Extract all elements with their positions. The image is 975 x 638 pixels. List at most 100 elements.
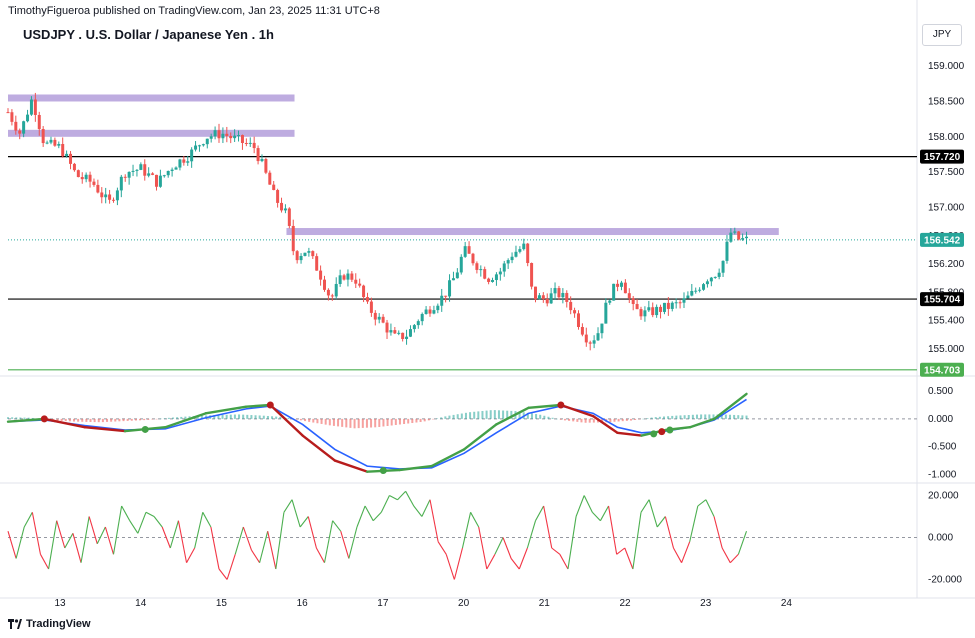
- last-price-badge: [920, 232, 964, 247]
- oscillator-segment: [405, 491, 415, 507]
- macd-histogram-bar: [238, 414, 241, 419]
- macd-histogram-bar: [493, 410, 496, 419]
- oscillator-segment: [518, 547, 528, 570]
- candle-body: [580, 326, 584, 335]
- tradingview-brand[interactable]: TradingView: [8, 618, 91, 630]
- currency-button[interactable]: JPY: [922, 24, 962, 46]
- macd-histogram-bar: [411, 418, 414, 424]
- macd-histogram-bar: [646, 418, 649, 419]
- macd-histogram-bar: [667, 416, 670, 419]
- macd-line-segment: [244, 403, 272, 408]
- candle-body: [576, 313, 580, 327]
- candle-body: [69, 153, 73, 164]
- candle-body: [127, 171, 131, 178]
- candle-body: [561, 292, 565, 298]
- candle-body: [18, 130, 22, 134]
- price-tick-label: 158.500: [928, 97, 965, 108]
- candle-body: [209, 136, 213, 139]
- candle-body: [686, 295, 690, 299]
- oscillator-segment: [664, 516, 675, 549]
- candle-body: [358, 283, 362, 286]
- macd-histogram-bar: [337, 418, 340, 427]
- oscillator-segment: [453, 547, 463, 580]
- macd-histogram-bar: [7, 417, 9, 419]
- oscillator-segment: [15, 526, 25, 559]
- candle-body: [385, 322, 389, 333]
- candle-body: [569, 301, 573, 311]
- candle-body: [139, 164, 143, 170]
- oscillator-segment: [705, 499, 715, 517]
- macd-histogram-bar: [118, 418, 121, 422]
- macd-histogram-bar: [444, 416, 447, 419]
- oscillator-segment: [591, 511, 601, 522]
- candle-body: [72, 163, 76, 171]
- oscillator-segment: [64, 533, 74, 549]
- candle-body: [733, 231, 737, 233]
- macd-histogram-bar: [374, 418, 377, 428]
- macd-crossover-dot: [379, 467, 387, 475]
- macd-histogram-bar: [213, 415, 216, 419]
- candle-body: [494, 274, 498, 281]
- candle-body: [709, 277, 713, 282]
- oscillator-segment: [599, 505, 610, 521]
- candle-body: [444, 295, 448, 297]
- candle-body: [92, 181, 96, 185]
- oscillator-segment: [202, 512, 212, 528]
- oscillator-segment: [502, 537, 512, 559]
- oscillator-segment: [299, 516, 309, 528]
- macd-histogram-bar: [353, 418, 356, 429]
- candle-body: [264, 159, 268, 173]
- candle-body: [698, 289, 702, 291]
- macd-histogram-bar: [724, 414, 727, 419]
- macd-histogram-bar: [225, 414, 228, 419]
- candle-body: [10, 112, 14, 122]
- macd-histogram-bar: [23, 417, 26, 419]
- macd-histogram-bar: [122, 418, 125, 422]
- oscillator-segment: [145, 511, 155, 517]
- macd-histogram-bar: [485, 410, 488, 419]
- time-tick-label: 16: [297, 598, 309, 609]
- macd-histogram-bar: [530, 413, 533, 419]
- resistance-zone: [286, 228, 779, 236]
- macd-histogram-bar: [526, 412, 529, 419]
- candle-body: [741, 238, 745, 240]
- candle-body: [291, 225, 295, 252]
- candle-body: [244, 142, 248, 144]
- macd-histogram-bar: [180, 416, 183, 419]
- oscillator-segment: [323, 520, 334, 563]
- macd-histogram-bar: [431, 418, 434, 420]
- macd-histogram-bar: [382, 418, 385, 427]
- oscillator-segment: [616, 547, 626, 555]
- macd-histogram-bar: [427, 418, 430, 421]
- candle-body: [514, 251, 518, 257]
- candle-body: [557, 288, 561, 298]
- candle-body: [623, 282, 627, 294]
- oscillator-segment: [307, 516, 317, 549]
- candle-body: [596, 333, 600, 341]
- oscillator-segment: [656, 516, 666, 528]
- macd-histogram-bar: [316, 418, 319, 424]
- candle-body: [45, 142, 49, 144]
- candle-body: [420, 313, 424, 322]
- oscillator-segment: [429, 499, 439, 542]
- oscillator-segment: [137, 512, 147, 534]
- oscillator-segment: [267, 531, 277, 570]
- price-tick-label: 157.500: [928, 167, 965, 178]
- macd-histogram-bar: [671, 415, 674, 419]
- oscillator-segment: [234, 526, 244, 555]
- macd-histogram-bar: [609, 418, 612, 423]
- candle-body: [22, 121, 26, 134]
- candle-body: [745, 236, 749, 239]
- oscillator-segment: [194, 512, 204, 549]
- time-tick-label: 15: [216, 598, 228, 609]
- candle-body: [182, 159, 186, 163]
- candle-body: [104, 194, 108, 198]
- candle-body: [37, 114, 41, 130]
- time-tick-label: 24: [781, 598, 793, 609]
- macd-histogram-bar: [262, 415, 265, 419]
- macd-histogram-bar: [469, 412, 472, 419]
- macd-histogram-bar: [737, 415, 740, 419]
- macd-histogram-bar: [200, 415, 203, 419]
- candle-body: [412, 325, 416, 330]
